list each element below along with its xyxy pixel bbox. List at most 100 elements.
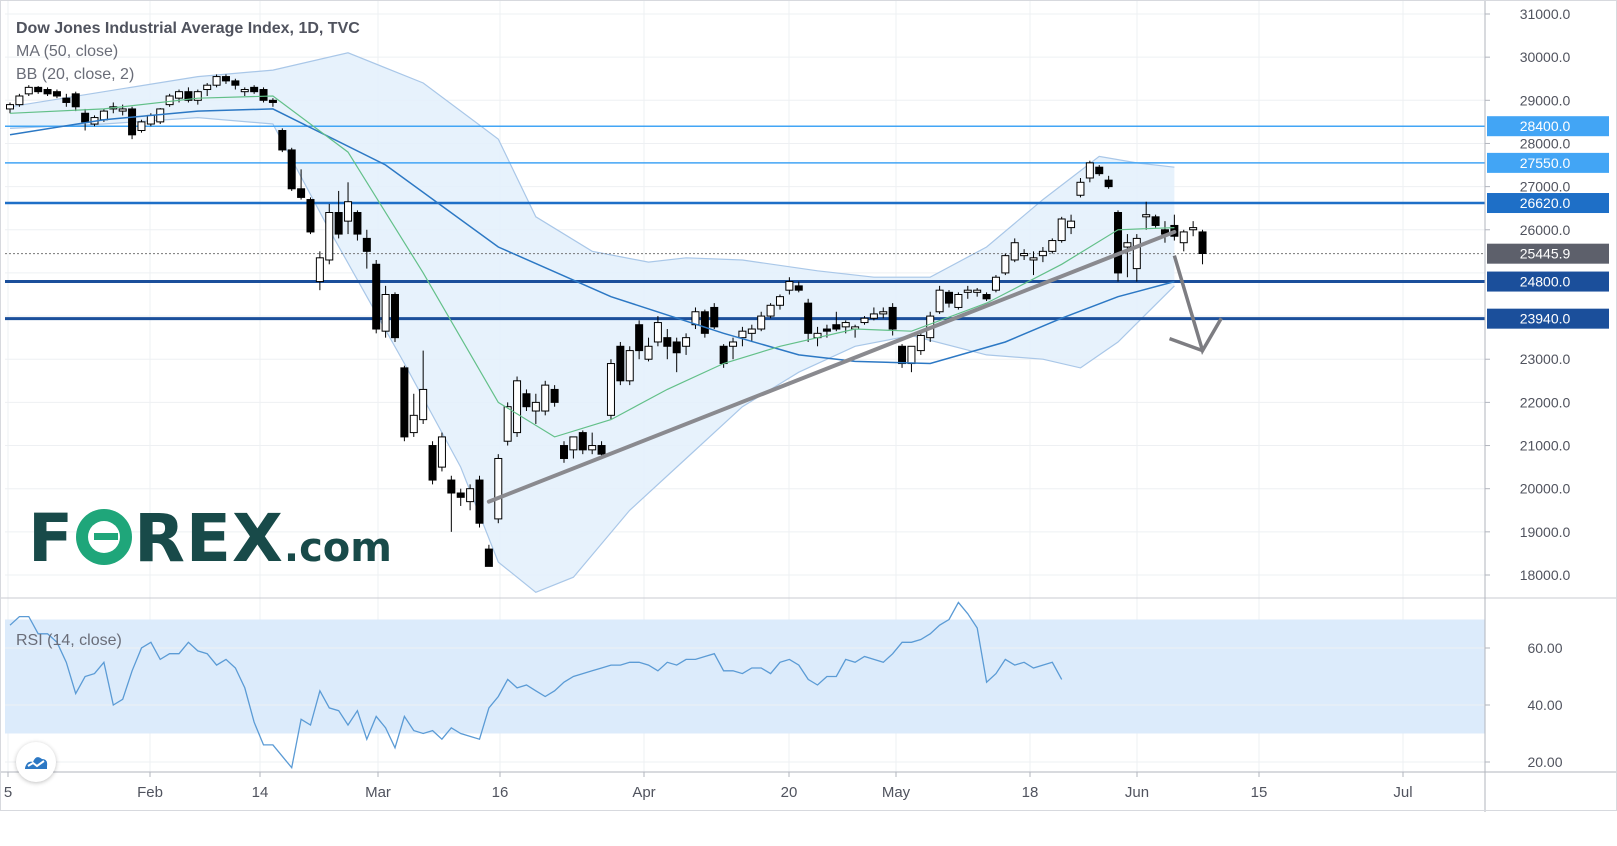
candle — [503, 402, 512, 446]
logo-text-before: F — [28, 500, 75, 577]
candle-down — [484, 548, 493, 567]
candle — [240, 87, 249, 96]
candle-up — [625, 350, 634, 382]
candle-down — [597, 445, 606, 455]
candle-down — [62, 97, 71, 103]
candle-up — [682, 337, 691, 347]
time-tick-label: 16 — [492, 784, 509, 801]
candle — [672, 337, 681, 373]
candle — [1001, 253, 1010, 276]
candle — [1085, 160, 1094, 183]
candle-down — [221, 76, 230, 82]
candle-down — [710, 306, 719, 328]
candle — [1114, 210, 1123, 282]
candle-up — [466, 488, 475, 503]
candle — [52, 89, 61, 99]
candle — [766, 303, 775, 319]
candle-up — [203, 84, 212, 91]
price-tick-label: 19000.0 — [1520, 524, 1571, 540]
candle — [954, 292, 963, 310]
candle — [963, 285, 972, 299]
candle — [34, 86, 43, 94]
candle-down — [456, 492, 465, 498]
candle — [991, 275, 1000, 293]
candle — [1104, 175, 1113, 189]
candle-down — [52, 91, 61, 97]
candle — [212, 74, 221, 88]
price-tick-label: 18000.0 — [1520, 567, 1571, 583]
candle-down — [372, 263, 381, 330]
candle-down — [43, 89, 52, 95]
candle — [785, 277, 794, 295]
candle-down — [1198, 231, 1207, 255]
price-tick-label: 26000.0 — [1520, 222, 1571, 238]
candle-down — [522, 393, 531, 408]
candle-up — [240, 89, 249, 93]
candle-up — [1029, 257, 1038, 261]
candle — [1179, 229, 1188, 252]
candle — [165, 93, 174, 107]
candle-up — [437, 436, 446, 468]
candle — [832, 311, 841, 332]
candle — [6, 102, 14, 114]
candle-down — [278, 130, 287, 151]
candle — [550, 385, 559, 407]
candle-down — [428, 445, 437, 481]
candle-up — [1020, 253, 1029, 257]
candle — [466, 484, 475, 511]
candle-up — [99, 110, 108, 121]
candle-down — [635, 324, 644, 352]
candle — [757, 311, 766, 332]
candle — [268, 98, 277, 107]
last-price-label: 25445.9 — [1520, 246, 1571, 262]
candle — [456, 488, 465, 506]
candle-up — [381, 294, 390, 332]
level-label-bg — [1487, 116, 1609, 137]
candle-up — [175, 91, 184, 99]
candle — [1038, 247, 1047, 263]
candle-up — [916, 334, 925, 352]
bb-basis-line — [9, 95, 1175, 438]
rsi-tick-label: 20.00 — [1527, 754, 1562, 770]
candle — [578, 430, 587, 455]
candle-down — [231, 80, 240, 86]
candle — [344, 182, 353, 235]
candle — [447, 475, 456, 532]
candle — [729, 337, 738, 360]
candle-down — [888, 306, 897, 330]
bb-upper-line — [9, 52, 1175, 278]
candle — [128, 106, 137, 140]
price-tick-label: 20000.0 — [1520, 481, 1571, 497]
candle — [935, 285, 944, 314]
time-tick-label: 20 — [781, 784, 798, 801]
candle-up — [1010, 242, 1019, 261]
price-tick-label: 30000.0 — [1520, 49, 1571, 65]
forex-logo: F REX.com — [28, 500, 392, 577]
candle-up — [531, 401, 540, 412]
candle-down — [362, 237, 371, 252]
candle — [606, 359, 615, 420]
tradingview-icon[interactable] — [16, 742, 56, 782]
candle — [560, 441, 569, 463]
rsi-line — [9, 601, 1063, 770]
candle-up — [860, 317, 869, 324]
candle — [400, 365, 409, 442]
level-label-bg — [1487, 152, 1609, 173]
candle-down — [616, 345, 625, 382]
candle — [653, 316, 662, 347]
candle-down — [475, 479, 484, 524]
candle — [315, 251, 324, 291]
candle-down — [353, 212, 362, 235]
candle — [437, 432, 446, 472]
candle — [879, 307, 888, 319]
candle — [635, 320, 644, 360]
candle-up — [24, 86, 33, 95]
candle-down — [560, 445, 569, 459]
candle — [419, 350, 428, 424]
candle — [428, 441, 437, 485]
price-tick-label: 21000.0 — [1520, 438, 1571, 454]
candle-down — [81, 112, 90, 123]
candle-up — [588, 445, 597, 451]
candle-up — [118, 108, 127, 112]
axes: 31000.0 30000.0 29000.0 28000.0 27000.0 26000… — [0, 0, 1617, 812]
